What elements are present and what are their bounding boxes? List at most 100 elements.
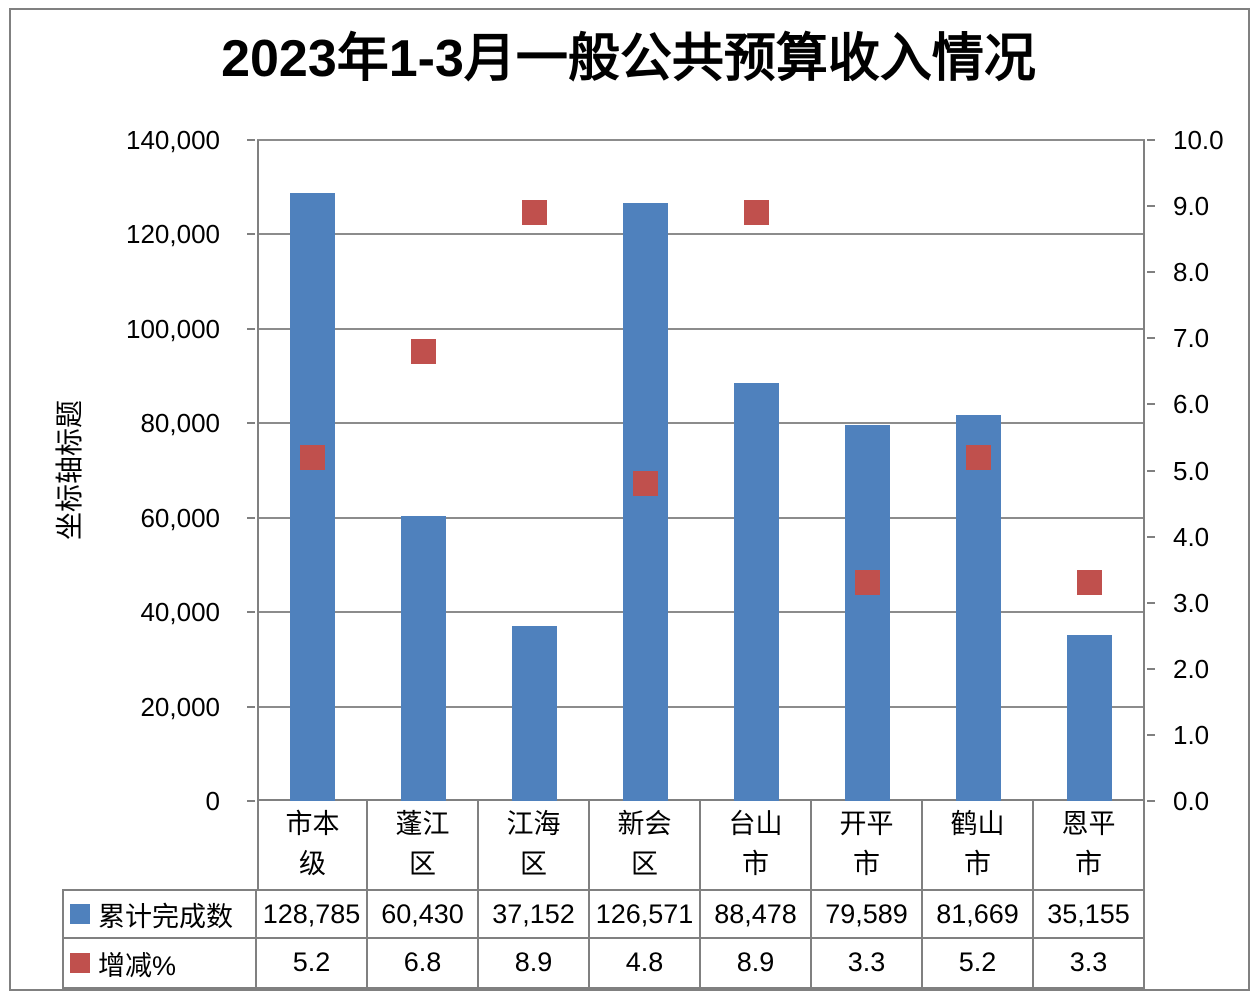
left-axis-tick-label: 120,000 <box>126 219 220 250</box>
category-label-line: 市 <box>742 849 769 879</box>
scatter-marker <box>522 200 547 226</box>
table-value-cell: 126,571 <box>590 889 701 939</box>
right-axis-tick-label: 0.0 <box>1173 786 1210 816</box>
gridline <box>257 139 1145 141</box>
left-axis-tick <box>247 233 255 236</box>
table-value-cell: 6.8 <box>368 939 479 989</box>
left-axis-tick-label: 20,000 <box>140 691 220 722</box>
right-axis-tick <box>1147 403 1155 406</box>
left-axis-tick <box>247 800 255 802</box>
gridline <box>257 422 1145 425</box>
category-label-line: 台山 <box>728 809 783 839</box>
table-series-name-cell: 增减% <box>62 939 257 989</box>
scatter-marker <box>744 200 769 226</box>
right-axis-tick-label: 10.0 <box>1173 125 1224 155</box>
left-axis-tick <box>247 139 255 141</box>
category-label-line: 蓬江 <box>395 809 450 839</box>
table-value-cell: 35,155 <box>1034 889 1145 939</box>
category-cell: 新会区 <box>590 801 701 889</box>
left-axis-tick-label: 0 <box>205 786 220 816</box>
bar <box>290 192 335 801</box>
gridline <box>257 516 1145 519</box>
left-axis-tick-label: 100,000 <box>126 313 220 344</box>
bar <box>845 425 890 801</box>
table-value-cell: 88,478 <box>701 889 812 939</box>
category-label-line: 新会 <box>617 809 672 839</box>
right-axis-tick-label: 5.0 <box>1173 455 1210 486</box>
left-axis-tick <box>247 516 255 519</box>
category-label-line: 恩平 <box>1061 809 1116 839</box>
chart-title: 2023年1-3月一般公共预算收入情况 <box>221 30 1036 88</box>
left-axis-tick <box>247 422 255 425</box>
scatter-marker <box>411 339 436 365</box>
right-axis-tick-label: 2.0 <box>1173 653 1210 684</box>
right-axis-tick-label: 1.0 <box>1173 719 1210 750</box>
right-axis-tick <box>1147 271 1155 274</box>
category-cell: 恩平市 <box>1034 801 1145 889</box>
right-axis-tick <box>1147 733 1155 736</box>
category-cell: 开平市 <box>812 801 923 889</box>
gridline <box>257 611 1145 614</box>
bar <box>401 515 446 801</box>
bar <box>734 383 779 801</box>
table-value-cell: 60,430 <box>368 889 479 939</box>
left-axis-tick-label: 140,000 <box>126 125 220 155</box>
table-value-cell: 128,785 <box>257 889 368 939</box>
right-axis-tick-label: 7.0 <box>1173 323 1210 354</box>
category-cell: 鹤山市 <box>923 801 1034 889</box>
table-value-cell: 4.8 <box>590 939 701 989</box>
chart-border <box>9 8 1250 991</box>
right-axis-tick <box>1147 205 1155 208</box>
right-axis-tick <box>1147 337 1155 340</box>
left-axis-tick-label: 60,000 <box>140 502 220 533</box>
table-value-cell: 37,152 <box>479 889 590 939</box>
right-axis-tick <box>1147 800 1155 802</box>
scatter-marker <box>1077 570 1102 596</box>
category-label-line: 鹤山 <box>950 809 1005 839</box>
bar <box>512 625 557 801</box>
right-axis-tick-label: 3.0 <box>1173 587 1210 618</box>
table-value-cell: 3.3 <box>1034 939 1145 989</box>
category-cell: 市本级 <box>257 801 368 889</box>
category-label-line: 级 <box>299 849 326 879</box>
bar-series-key-icon <box>70 904 90 924</box>
right-axis-tick-label: 4.0 <box>1173 521 1210 552</box>
left-axis-tick-label: 40,000 <box>140 597 220 628</box>
bar <box>956 415 1001 801</box>
category-cell: 蓬江区 <box>368 801 479 889</box>
scatter-marker <box>966 444 991 470</box>
right-axis-tick-label: 9.0 <box>1173 191 1210 222</box>
series-name: 增减% <box>98 950 177 981</box>
table-value-cell: 81,669 <box>923 889 1034 939</box>
right-axis-tick <box>1147 139 1155 141</box>
category-label-line: 区 <box>409 849 436 879</box>
table-value-cell: 5.2 <box>257 939 368 989</box>
gridline <box>257 705 1145 708</box>
table-value-cell: 5.2 <box>923 939 1034 989</box>
category-label-line: 江海 <box>506 809 561 839</box>
category-label-line: 区 <box>520 849 547 879</box>
category-label-line: 市 <box>1075 849 1102 879</box>
left-axis-title: 坐标轴标题 <box>54 400 85 541</box>
left-axis-tick <box>247 705 255 708</box>
left-axis-tick <box>247 327 255 330</box>
table-value-cell: 8.9 <box>479 939 590 989</box>
left-axis-tick <box>247 611 255 614</box>
category-label-line: 开平 <box>839 809 894 839</box>
category-label-line: 市本 <box>285 809 340 839</box>
right-axis-tick <box>1147 535 1155 538</box>
scatter-marker <box>300 444 325 470</box>
table-series-name-cell: 累计完成数 <box>62 889 257 939</box>
gridline <box>257 327 1145 330</box>
table-value-cell: 3.3 <box>812 939 923 989</box>
category-label-line: 市 <box>964 849 991 879</box>
scatter-marker <box>633 471 658 497</box>
right-axis-tick <box>1147 667 1155 670</box>
table-value-cell: 8.9 <box>701 939 812 989</box>
category-cell: 江海区 <box>479 801 590 889</box>
scatter-marker <box>855 570 880 596</box>
right-axis-tick-label: 8.0 <box>1173 257 1210 288</box>
gridline <box>257 233 1145 236</box>
right-axis-tick <box>1147 469 1155 472</box>
